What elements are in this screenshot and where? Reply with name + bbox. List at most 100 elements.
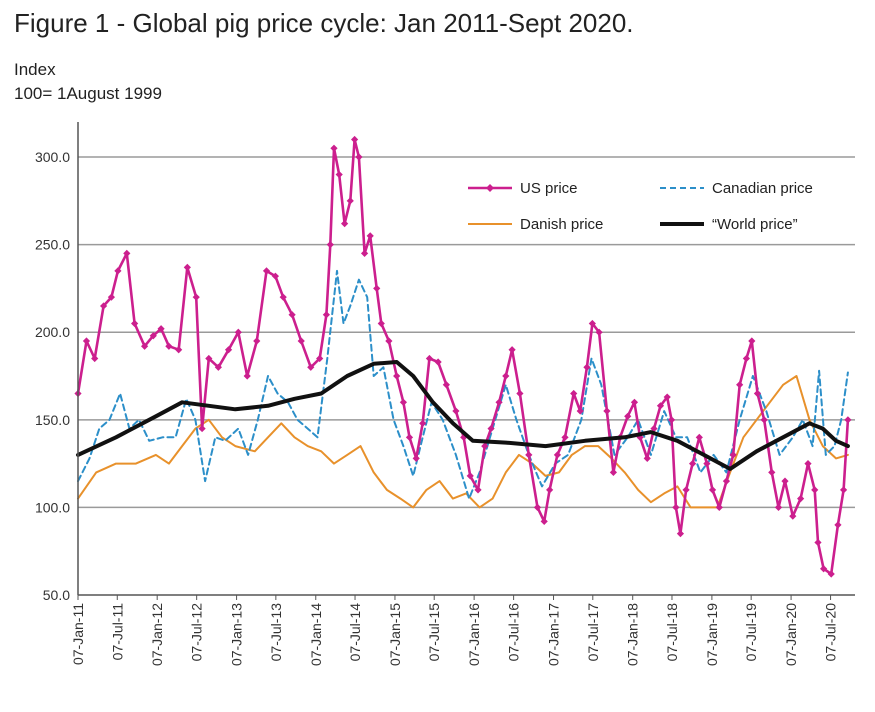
data-point-us [525,451,533,459]
data-point-us [820,565,828,573]
x-tick-label: 07-Jan-16 [466,603,482,666]
series-lines [74,135,852,578]
data-point-us [149,332,157,340]
data-point-us [297,337,305,345]
data-point-us [533,503,542,512]
x-tick-label: 07-Jul-11 [109,603,125,661]
data-point-us [546,486,554,494]
data-point-us [288,311,296,319]
data-point-us [834,521,842,529]
data-point-us [183,263,191,272]
y-tick-label: 250.0 [35,237,70,253]
x-tick-label: 07-Jul-16 [506,603,522,662]
chart-title: Figure 1 - Global pig price cycle: Jan 2… [14,8,634,38]
x-tick-label: 07-Jan-17 [546,603,562,666]
data-point-us [516,389,524,398]
y-axis-unit-label: Index [14,60,56,79]
data-point-us [508,346,516,354]
x-tick-label: 07-Jul-14 [347,603,363,662]
data-point-us [157,325,165,333]
data-point-us [553,451,562,459]
data-point-us [729,451,737,459]
data-point-us [742,354,750,363]
data-point-us [609,468,618,476]
data-point-us [676,530,685,538]
data-point-us [452,407,460,415]
data-point-us [322,311,330,319]
x-tick-label: 07-Jul-18 [664,603,680,662]
data-point-us [224,346,233,354]
x-tick-label: 07-Jul-19 [743,603,759,662]
grid [78,156,855,509]
data-point-us [636,433,644,441]
data-point-us [789,512,797,520]
data-point-us [91,354,99,363]
data-point-us [603,407,611,415]
x-axis-ticks: 07-Jan-11 07-Jul-11 07-Jan-12 07-Jul-12 07-J… [70,595,839,666]
data-point-us [753,389,762,398]
data-point-us [811,486,819,494]
data-point-us [253,337,261,345]
x-tick-label: 07-Jan-12 [149,603,165,666]
data-point-us [576,407,584,415]
data-point-us [583,363,591,371]
x-tick-label: 07-Jan-19 [704,603,720,666]
y-axis-unit-basis: 100= 1August 1999 [14,84,162,103]
data-point-us [341,220,349,228]
data-point-us [474,486,482,494]
data-point-us [502,372,510,380]
data-point-us [466,472,474,480]
data-point-us [774,503,783,512]
data-point-us [781,477,789,485]
series-line-danish [77,375,849,509]
data-point-us [271,272,280,280]
data-point-us [688,460,697,468]
data-point-us [663,393,671,401]
data-point-us [703,460,711,468]
legend-marker-us [486,184,494,192]
data-point-us [656,402,665,410]
data-point-us [355,153,363,161]
x-tick-label: 07-Jul-20 [823,603,839,662]
data-point-us [561,433,569,441]
y-tick-label: 300.0 [35,149,70,165]
data-point-us [326,241,334,249]
data-point-us [736,381,744,389]
x-tick-label: 07-Jul-12 [189,603,205,662]
data-point-us [346,197,354,205]
data-point-us [434,358,442,366]
y-tick-label: 200.0 [35,324,70,340]
x-tick-label: 07-Jan-13 [229,603,245,666]
data-point-us [412,454,420,462]
data-point-us [650,424,658,433]
axes [77,122,855,596]
data-point-us [360,249,369,257]
data-point-us [131,319,139,328]
data-point-us [570,389,578,398]
data-point-us [814,538,822,547]
data-point-us [405,433,414,441]
data-point-us [234,328,242,336]
data-point-us [262,267,271,275]
data-point-us [175,346,183,354]
x-tick-label: 07-Jul-15 [426,603,442,662]
data-point-us [279,293,287,301]
data-point-us [804,460,812,468]
legend-label-danish: Danish price [520,216,603,233]
data-point-us [214,363,222,371]
x-tick-label: 07-Jan-14 [308,603,324,666]
data-point-us [385,337,393,345]
data-point-us [495,398,503,406]
x-tick-label: 07-Jan-15 [387,603,403,666]
data-point-us [768,468,776,476]
data-point-us [399,398,408,406]
x-tick-label: 07-Jul-17 [585,603,601,662]
y-tick-label: 150.0 [35,412,70,428]
data-point-us [107,293,116,301]
data-point-us [165,342,173,350]
data-point-us [205,354,213,363]
data-point-us [307,363,315,371]
y-tick-label: 50.0 [43,587,70,603]
y-axis-ticks: 50.0 100.0 150.0 200.0 250.0 300.0 [35,149,70,603]
data-point-us [643,454,651,462]
